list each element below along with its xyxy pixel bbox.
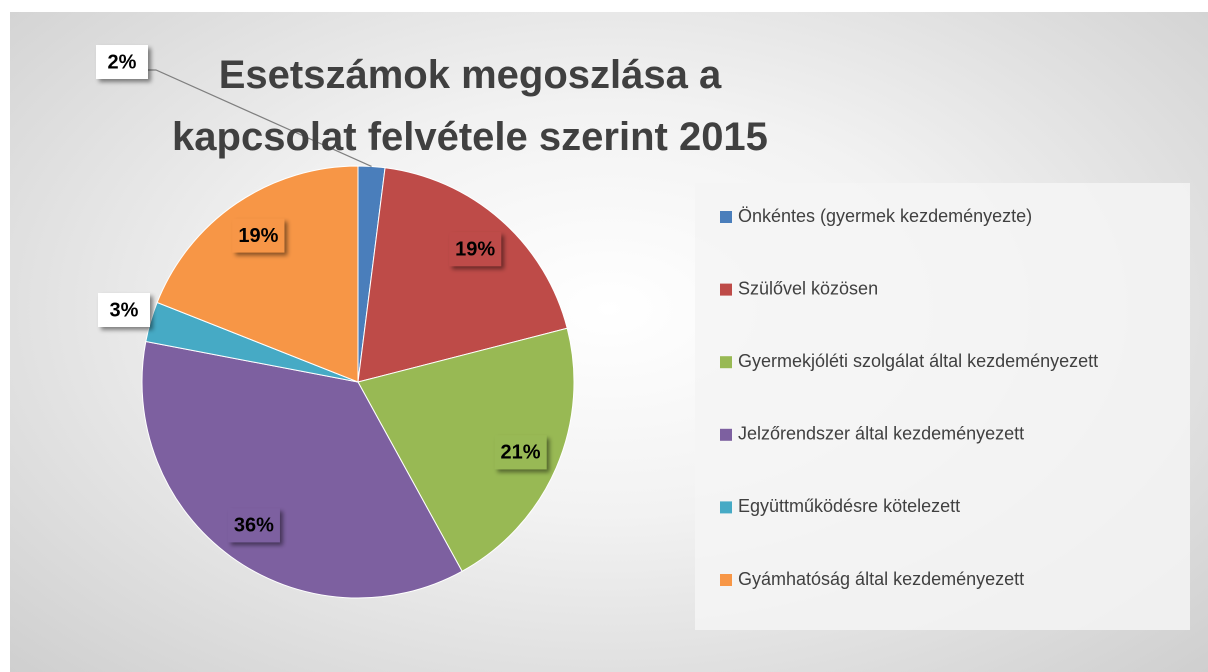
legend-swatch — [720, 356, 732, 369]
pie-slice — [357, 327, 575, 572]
data-label: 21% — [501, 442, 541, 464]
label-box — [494, 435, 547, 470]
data-label: 3% — [110, 299, 139, 321]
legend-label: Szülővel közösen — [738, 278, 878, 298]
legend-label: Együttműködésre kötelezett — [738, 496, 960, 516]
legend-label: Jelzőrendszer által kezdeményezett — [738, 424, 1024, 444]
label-box — [227, 508, 280, 543]
pie-slice — [156, 165, 359, 383]
pie-slice — [357, 167, 568, 383]
label-box — [449, 232, 502, 267]
legend-label: Gyermekjóléti szolgálat által kezdeménye… — [738, 351, 1098, 371]
pie-slice — [141, 340, 463, 599]
legend-swatch — [720, 428, 732, 441]
legend-label: Gyámhatóság által kezdeményezett — [738, 569, 1024, 589]
data-label: 2% — [108, 51, 137, 73]
leader-line — [146, 69, 372, 167]
legend-swatch — [720, 501, 732, 514]
label-box — [98, 293, 150, 327]
data-label: 19% — [455, 238, 495, 260]
legend-swatch — [720, 283, 732, 296]
legend-swatch — [720, 211, 732, 223]
label-box — [96, 45, 148, 79]
data-label: 36% — [234, 515, 274, 537]
chart-title: Esetszámok megoszlása a kapcsolat felvét… — [172, 53, 768, 159]
legend-label: Önkéntes (gyermek kezdeményezte) — [738, 206, 1032, 226]
legend-box — [695, 183, 1190, 630]
legend-swatch — [720, 574, 732, 586]
data-label: 19% — [238, 225, 278, 247]
label-box — [232, 218, 285, 253]
